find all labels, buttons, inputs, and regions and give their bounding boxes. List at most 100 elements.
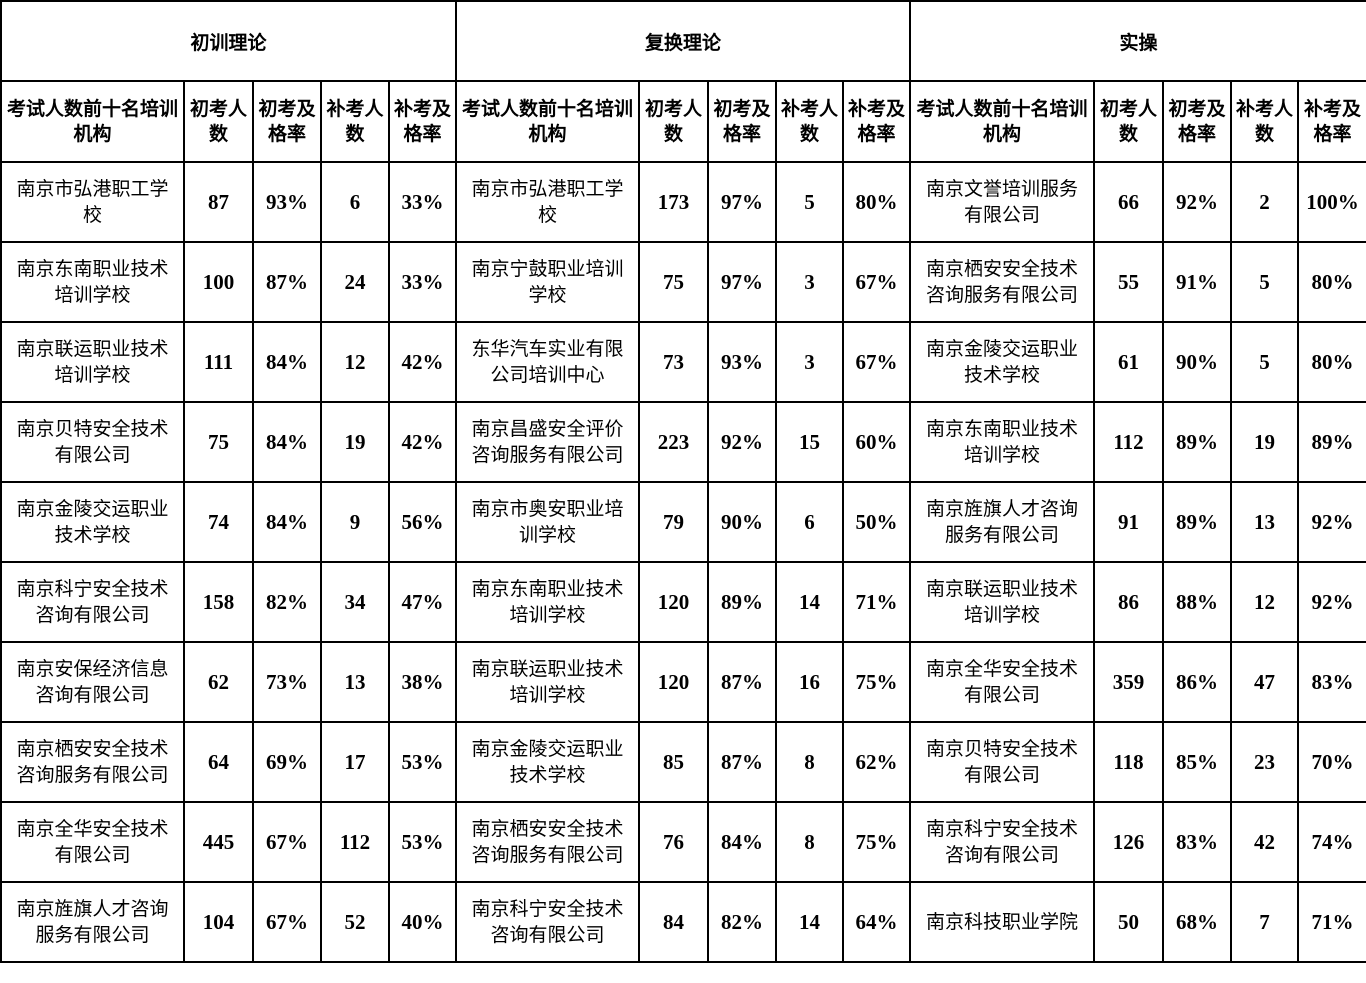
cell-first-exam-count: 104: [183, 881, 254, 963]
cell-retake-count: 12: [320, 321, 390, 403]
cell-retake-count: 15: [775, 401, 844, 483]
table-row: 南京金陵交运职业技术学校 74 84% 9 56% 南京市奥安职业培训学校 79 90% 6 50…: [0, 481, 1366, 563]
cell-institution: 南京文誉培训服务有限公司: [909, 161, 1095, 243]
cell-first-exam-count: 111: [183, 321, 254, 403]
table-row: 南京市弘港职工学校 87 93% 6 33% 南京市弘港职工学校 173 97% 5 80% 南京文…: [0, 161, 1366, 243]
cell-retake-pass-rate: 100%: [1296, 161, 1366, 243]
column-header-row: 考试人数前十名培训机构 初考人数 初考及格率 补考人数 补考及格率 考试人数前十名培训机构…: [0, 80, 1366, 163]
cell-first-exam-pass-rate: 97%: [707, 241, 777, 323]
cell-first-exam-pass-rate: 87%: [707, 721, 777, 803]
cell-institution: 南京全华安全技术有限公司: [0, 801, 185, 883]
cell-first-exam-count: 74: [183, 481, 254, 563]
section-title: 初训理论: [0, 0, 457, 82]
cell-retake-pass-rate: 64%: [842, 881, 911, 963]
training-results-table: 初训理论 复换理论 实操 考试人数前十名培训机构 初考人数 初考及格率 补考人数 补考及格率…: [0, 0, 1366, 963]
cell-institution: 南京金陵交运职业技术学校: [455, 721, 640, 803]
cell-retake-pass-rate: 75%: [842, 641, 911, 723]
cell-retake-count: 14: [775, 561, 844, 643]
cell-retake-count: 5: [775, 161, 844, 243]
cell-first-exam-pass-rate: 82%: [707, 881, 777, 963]
cell-retake-pass-rate: 50%: [842, 481, 911, 563]
table-row: 南京旌旗人才咨询服务有限公司 104 67% 52 40% 南京科宁安全技术咨询有限公司 8…: [0, 881, 1366, 963]
cell-first-exam-pass-rate: 84%: [707, 801, 777, 883]
cell-first-exam-count: 158: [183, 561, 254, 643]
cell-first-exam-count: 84: [638, 881, 709, 963]
cell-first-exam-pass-rate: 73%: [252, 641, 322, 723]
cell-retake-count: 23: [1230, 721, 1299, 803]
cell-retake-pass-rate: 80%: [1296, 241, 1366, 323]
cell-retake-pass-rate: 75%: [842, 801, 911, 883]
cell-first-exam-pass-rate: 90%: [707, 481, 777, 563]
cell-first-exam-pass-rate: 69%: [252, 721, 322, 803]
cell-retake-count: 52: [320, 881, 390, 963]
cell-first-exam-count: 61: [1093, 321, 1164, 403]
cell-retake-pass-rate: 40%: [388, 881, 457, 963]
cell-institution: 南京科技职业学院: [909, 881, 1095, 963]
cell-retake-count: 42: [1230, 801, 1299, 883]
cell-first-exam-pass-rate: 68%: [1162, 881, 1232, 963]
cell-retake-pass-rate: 60%: [842, 401, 911, 483]
column-header-first-exam-pass-rate: 初考及格率: [252, 80, 322, 163]
cell-retake-count: 13: [320, 641, 390, 723]
cell-institution: 南京联运职业技术培训学校: [0, 321, 185, 403]
cell-first-exam-pass-rate: 89%: [707, 561, 777, 643]
cell-institution: 南京栖安安全技术咨询服务有限公司: [909, 241, 1095, 323]
cell-retake-count: 9: [320, 481, 390, 563]
column-header-institution: 考试人数前十名培训机构: [909, 80, 1095, 163]
cell-retake-pass-rate: 53%: [388, 721, 457, 803]
column-header-first-exam-count: 初考人数: [638, 80, 709, 163]
cell-first-exam-count: 120: [638, 641, 709, 723]
cell-first-exam-pass-rate: 84%: [252, 401, 322, 483]
cell-retake-pass-rate: 47%: [388, 561, 457, 643]
cell-retake-count: 5: [1230, 241, 1299, 323]
cell-first-exam-pass-rate: 67%: [252, 881, 322, 963]
cell-first-exam-count: 118: [1093, 721, 1164, 803]
cell-first-exam-count: 75: [638, 241, 709, 323]
cell-retake-count: 3: [775, 321, 844, 403]
cell-retake-pass-rate: 42%: [388, 321, 457, 403]
cell-retake-pass-rate: 67%: [842, 241, 911, 323]
cell-retake-pass-rate: 80%: [842, 161, 911, 243]
cell-retake-pass-rate: 71%: [842, 561, 911, 643]
cell-institution: 南京科宁安全技术咨询有限公司: [455, 881, 640, 963]
cell-retake-count: 8: [775, 801, 844, 883]
table-row: 南京东南职业技术培训学校 100 87% 24 33% 南京宁鼓职业培训学校 75 97% 3 6…: [0, 241, 1366, 323]
cell-retake-pass-rate: 56%: [388, 481, 457, 563]
cell-institution: 南京旌旗人才咨询服务有限公司: [909, 481, 1095, 563]
cell-retake-pass-rate: 70%: [1296, 721, 1366, 803]
cell-first-exam-count: 173: [638, 161, 709, 243]
cell-first-exam-count: 55: [1093, 241, 1164, 323]
cell-institution: 南京贝特安全技术有限公司: [909, 721, 1095, 803]
cell-first-exam-count: 64: [183, 721, 254, 803]
cell-institution: 南京东南职业技术培训学校: [455, 561, 640, 643]
cell-first-exam-pass-rate: 86%: [1162, 641, 1232, 723]
cell-first-exam-pass-rate: 83%: [1162, 801, 1232, 883]
cell-institution: 南京市奥安职业培训学校: [455, 481, 640, 563]
cell-retake-pass-rate: 53%: [388, 801, 457, 883]
cell-retake-count: 24: [320, 241, 390, 323]
cell-retake-count: 34: [320, 561, 390, 643]
cell-first-exam-count: 359: [1093, 641, 1164, 723]
cell-first-exam-count: 86: [1093, 561, 1164, 643]
cell-first-exam-pass-rate: 90%: [1162, 321, 1232, 403]
cell-retake-pass-rate: 42%: [388, 401, 457, 483]
cell-retake-count: 19: [1230, 401, 1299, 483]
cell-first-exam-pass-rate: 89%: [1162, 481, 1232, 563]
cell-retake-pass-rate: 80%: [1296, 321, 1366, 403]
cell-retake-pass-rate: 83%: [1296, 641, 1366, 723]
cell-first-exam-count: 76: [638, 801, 709, 883]
cell-retake-pass-rate: 33%: [388, 161, 457, 243]
section-title: 复换理论: [455, 0, 911, 82]
cell-institution: 南京昌盛安全评价咨询服务有限公司: [455, 401, 640, 483]
cell-institution: 南京旌旗人才咨询服务有限公司: [0, 881, 185, 963]
cell-retake-count: 6: [775, 481, 844, 563]
table-row: 南京全华安全技术有限公司 445 67% 112 53% 南京栖安安全技术咨询服务有限公司…: [0, 801, 1366, 883]
cell-retake-count: 17: [320, 721, 390, 803]
cell-retake-count: 19: [320, 401, 390, 483]
cell-retake-count: 2: [1230, 161, 1299, 243]
cell-retake-count: 5: [1230, 321, 1299, 403]
cell-first-exam-count: 62: [183, 641, 254, 723]
cell-institution: 南京栖安安全技术咨询服务有限公司: [0, 721, 185, 803]
cell-first-exam-count: 126: [1093, 801, 1164, 883]
cell-first-exam-count: 100: [183, 241, 254, 323]
